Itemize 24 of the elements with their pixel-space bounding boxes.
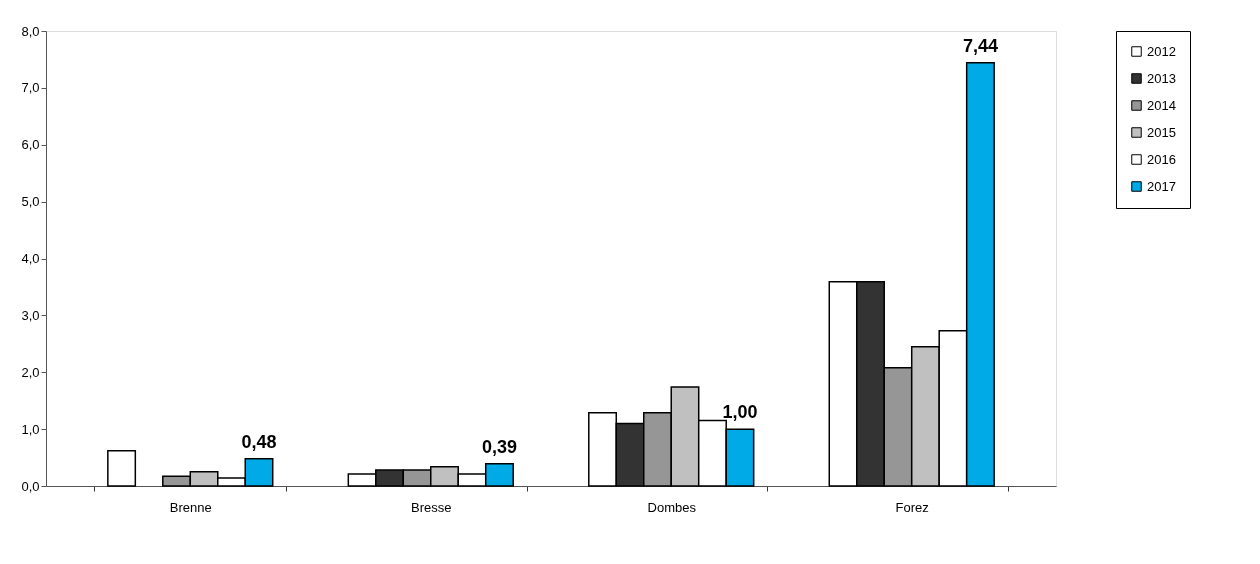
x-tick-label: Dombes — [647, 499, 697, 515]
legend-label: 2014 — [1147, 97, 1176, 113]
x-tick-label: Forez — [895, 499, 929, 515]
x-tick-label: Bresse — [411, 499, 452, 515]
legend-label: 2013 — [1147, 70, 1176, 86]
y-tick-label: 1,0 — [21, 421, 40, 437]
legend-label: 2017 — [1147, 178, 1176, 194]
legend-label: 2012 — [1147, 43, 1176, 59]
data-label: 7,44 — [962, 35, 998, 56]
y-tick-label: 7,0 — [21, 80, 40, 96]
data-label: 0,48 — [241, 431, 277, 452]
y-tick-label: 0,0 — [21, 478, 40, 494]
legend-label: 2016 — [1147, 151, 1176, 167]
x-tick-label: Brenne — [169, 499, 212, 515]
y-tick-label: 4,0 — [21, 251, 40, 266]
y-tick-label: 3,0 — [21, 307, 40, 323]
y-tick-label: 6,0 — [21, 137, 40, 153]
y-tick-label: 5,0 — [21, 194, 40, 210]
y-tick-label: 8,0 — [21, 23, 40, 39]
y-tick-label: 2,0 — [21, 364, 40, 380]
data-label: 1,00 — [722, 402, 758, 423]
legend-label: 2015 — [1147, 124, 1176, 140]
bar — [107, 449, 137, 487]
data-label: 0,39 — [481, 436, 517, 457]
